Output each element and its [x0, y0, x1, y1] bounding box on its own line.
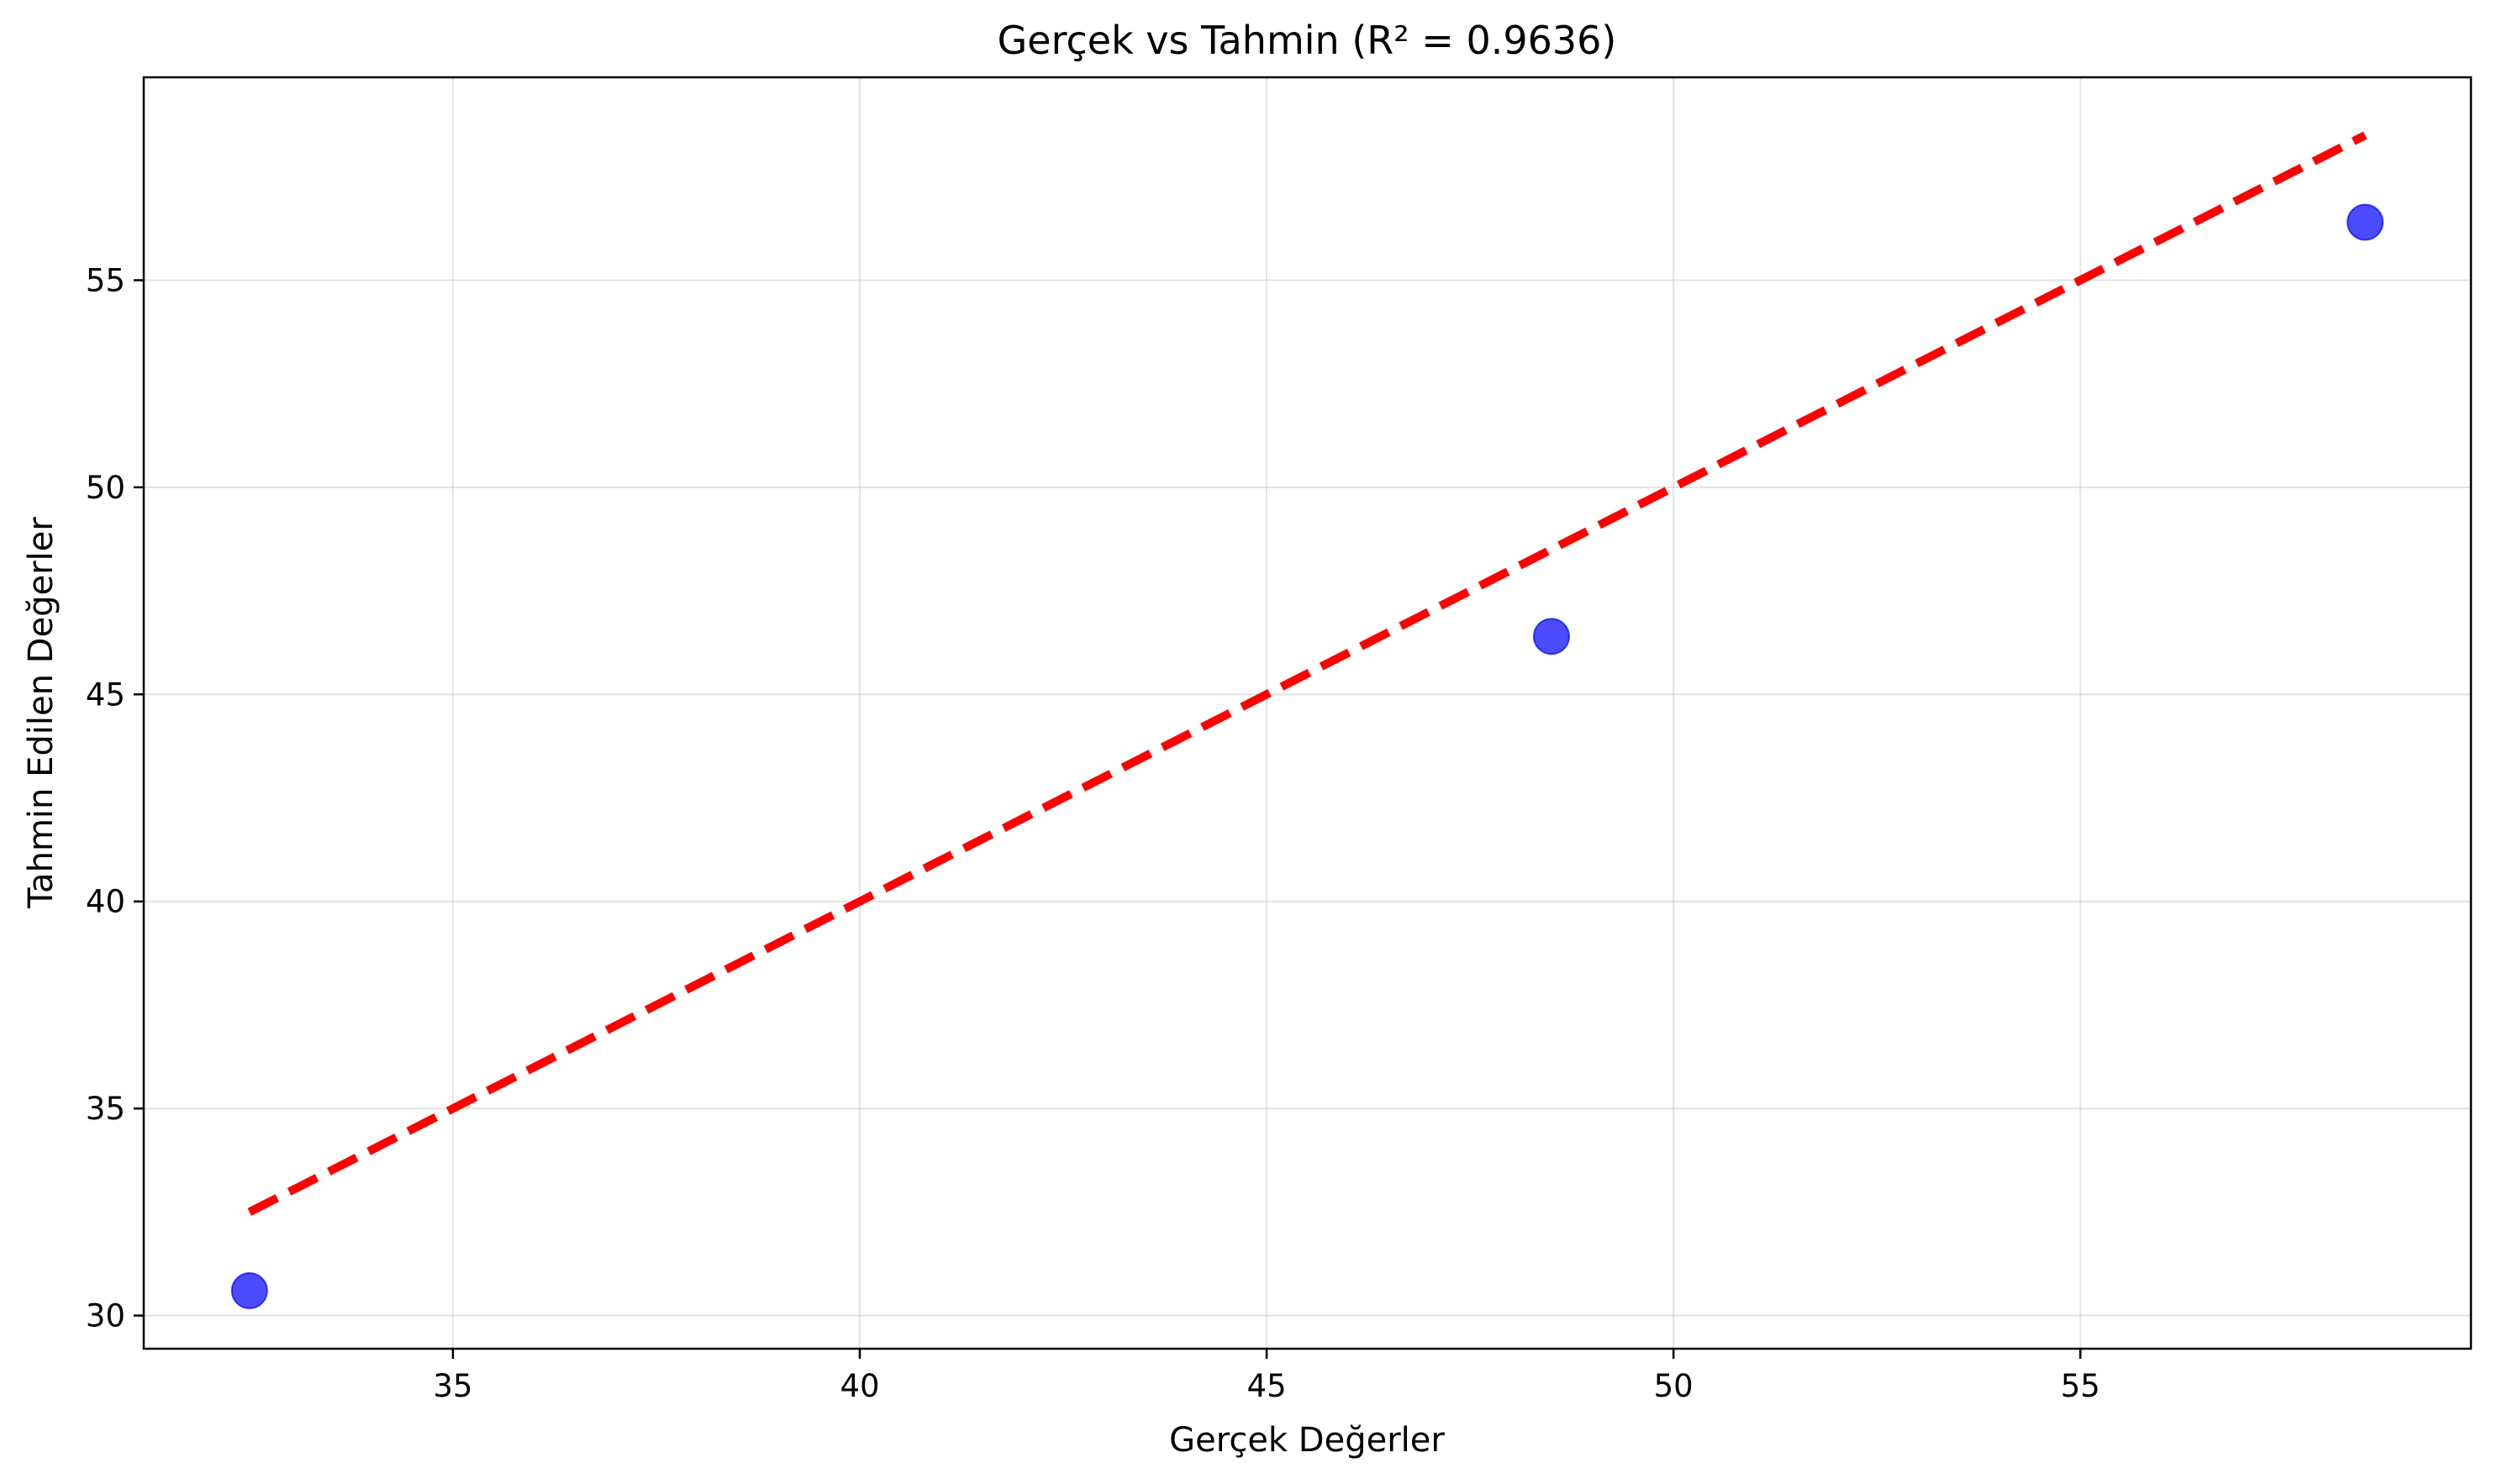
- y-axis-label: Tahmin Edilen Değerler: [22, 517, 61, 909]
- reference-line-layer: [247, 131, 2368, 1216]
- x-tick-label: 45: [1247, 1368, 1287, 1404]
- y-tick-label: 30: [86, 1298, 125, 1334]
- x-axis: 35 40 45 50 55: [433, 1349, 2100, 1404]
- scatter-point: [2347, 203, 2384, 241]
- y-tick-label: 40: [86, 884, 125, 920]
- x-tick-label: 50: [1654, 1368, 1694, 1404]
- chart-title: Gerçek vs Tahmin (R² = 0.9636): [998, 18, 1617, 63]
- y-tick-label: 45: [86, 676, 125, 713]
- y-tick-label: 50: [86, 470, 125, 506]
- perfect-prediction-line: [247, 131, 2368, 1216]
- y-tick-label: 35: [86, 1091, 125, 1127]
- x-axis-label: Gerçek Değerler: [1169, 1421, 1445, 1460]
- y-axis: 30 35 40 45 50 55: [86, 262, 144, 1334]
- scatter-layer: [230, 203, 2384, 1310]
- x-tick-label: 55: [2061, 1368, 2100, 1404]
- scatter-point: [1532, 618, 1570, 655]
- x-tick-label: 40: [840, 1368, 879, 1404]
- x-tick-label: 35: [433, 1368, 472, 1404]
- scatter-point: [230, 1272, 268, 1310]
- y-tick-label: 55: [86, 262, 125, 298]
- plot-area-frame: [142, 76, 2473, 1350]
- grid: [144, 77, 2471, 1349]
